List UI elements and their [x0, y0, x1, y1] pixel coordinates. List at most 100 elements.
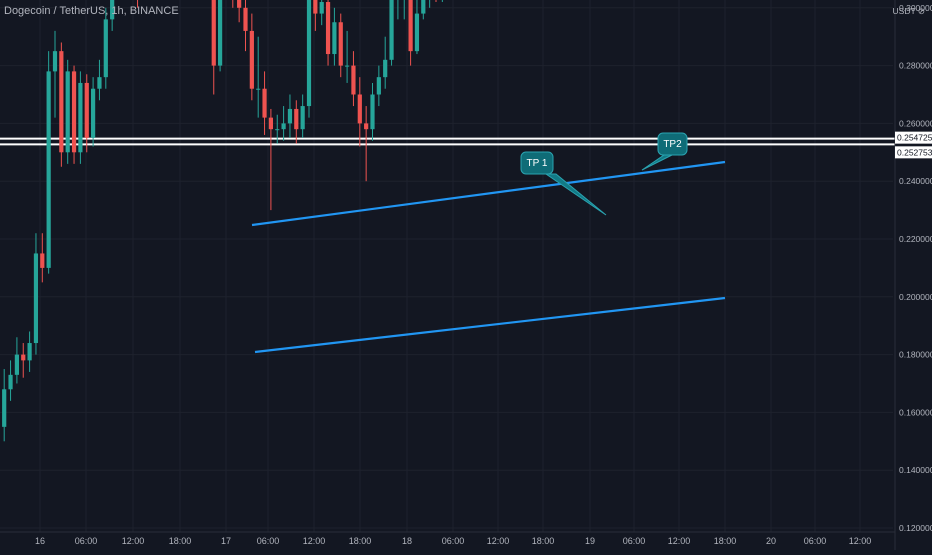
candle-down [71, 71, 77, 153]
candle-up [110, 0, 115, 20]
candle-up [345, 65, 350, 67]
x-tick-label: 18:00 [169, 536, 192, 546]
x-tick-label: 12:00 [849, 536, 872, 546]
y-tick-label: 0.2000000 [899, 292, 932, 302]
candle-up [275, 129, 280, 131]
x-tick-label: 06:00 [75, 536, 98, 546]
x-tick-label: 16 [35, 536, 45, 546]
y-tick-label: 0.3000000 [899, 3, 932, 13]
candle-up [218, 0, 223, 66]
annotation-pointer [544, 173, 607, 216]
candle-down [408, 0, 413, 52]
level-label: 0.2547253 [897, 133, 932, 143]
candle-up [300, 106, 305, 130]
candle-down [268, 117, 273, 130]
y-tick-label: 0.1800000 [899, 350, 932, 360]
candle-up [332, 22, 337, 55]
candle-up [52, 51, 58, 72]
currency-label[interactable]: USDT ⊘ [893, 6, 925, 16]
candle-up [2, 389, 7, 427]
candle-down [211, 0, 216, 66]
x-tick-label: 18 [402, 536, 412, 546]
channel-lower-line[interactable] [254, 296, 726, 354]
candle-up [319, 2, 324, 14]
candle-down [249, 30, 254, 89]
candle-down [351, 65, 356, 95]
horizontal-levels[interactable] [0, 0, 895, 146]
annotations[interactable]: TP 1 TP2 [520, 132, 688, 216]
y-tick-label: 0.1600000 [899, 407, 932, 417]
candle-up [414, 13, 420, 52]
time-axis[interactable]: 16 06:00 12:00 18:00 17 06:00 12:00 18:00 18 06:0… [0, 531, 895, 546]
x-tick-label: 06:00 [442, 536, 465, 546]
candles [2, 0, 443, 442]
candle-up [281, 123, 286, 130]
x-tick-label: 19 [585, 536, 595, 546]
candle-up [46, 71, 51, 268]
x-tick-label: 06:00 [804, 536, 827, 546]
annotation-2[interactable]: TP2 [641, 132, 688, 171]
trend-channel[interactable] [251, 160, 726, 354]
level-label: 0.2527539 [897, 147, 932, 157]
price-axis[interactable]: 0.46000000.44000000.42000000.38000000.34… [894, 0, 932, 550]
x-tick-label: 20 [766, 536, 776, 546]
candle-down [294, 108, 299, 130]
candle-down [338, 22, 343, 66]
candle-down [357, 94, 362, 124]
y-tick-label: 0.2800000 [899, 61, 932, 71]
x-tick-label: 18:00 [714, 536, 737, 546]
candle-up [376, 77, 381, 95]
level-label-box [895, 131, 932, 144]
candle-up [14, 354, 19, 375]
x-tick-label: 12:00 [668, 536, 691, 546]
candle-down [243, 7, 248, 31]
candle-up [383, 59, 388, 78]
x-tick-label: 12:00 [122, 536, 145, 546]
x-tick-label: 06:00 [623, 536, 646, 546]
candle-down [84, 82, 89, 138]
candle-up [103, 19, 108, 78]
candle-down [364, 123, 369, 130]
annotation-box [520, 151, 554, 175]
symbol-title: Dogecoin / TetherUS, 1h, BINANCE [4, 5, 179, 17]
candle-up [287, 108, 293, 124]
candle-up [65, 71, 70, 153]
annotation-label: TP 1 [527, 158, 548, 169]
candle-down [313, 0, 318, 14]
annotation-1[interactable]: TP 1 [520, 151, 607, 216]
x-tick-label: 17 [221, 536, 231, 546]
candle-up [256, 88, 261, 90]
candle-down [325, 2, 331, 55]
y-tick-label: 0.2400000 [899, 176, 932, 186]
channel-upper-line[interactable] [251, 160, 726, 227]
x-tick-label: 06:00 [257, 536, 280, 546]
candle-down [237, 0, 242, 8]
candle-up [91, 88, 96, 138]
candle-up [370, 94, 375, 130]
candle-up [78, 82, 83, 153]
annotation-box [657, 132, 688, 156]
candle-up [33, 253, 39, 344]
candle-down [40, 253, 45, 268]
candle-up [8, 374, 13, 390]
x-tick-label: 12:00 [303, 536, 326, 546]
candle-down [262, 88, 267, 118]
x-tick-label: 18:00 [349, 536, 372, 546]
y-tick-label: 0.2200000 [899, 234, 932, 244]
y-tick-label: 0.1400000 [899, 465, 932, 475]
candle-up [97, 77, 102, 89]
annotation-label: TP2 [663, 139, 682, 150]
candle-up [421, 0, 426, 14]
x-tick-label: 12:00 [487, 536, 510, 546]
level-label-box [895, 146, 932, 159]
y-tick-label: 0.2600000 [899, 118, 932, 128]
x-tick-label: 18:00 [532, 536, 555, 546]
candle-up [389, 0, 394, 60]
candle-down [21, 354, 26, 361]
candle-down [59, 51, 64, 153]
y-tick-label: 0.1200000 [899, 523, 932, 533]
candle-up [27, 343, 32, 361]
